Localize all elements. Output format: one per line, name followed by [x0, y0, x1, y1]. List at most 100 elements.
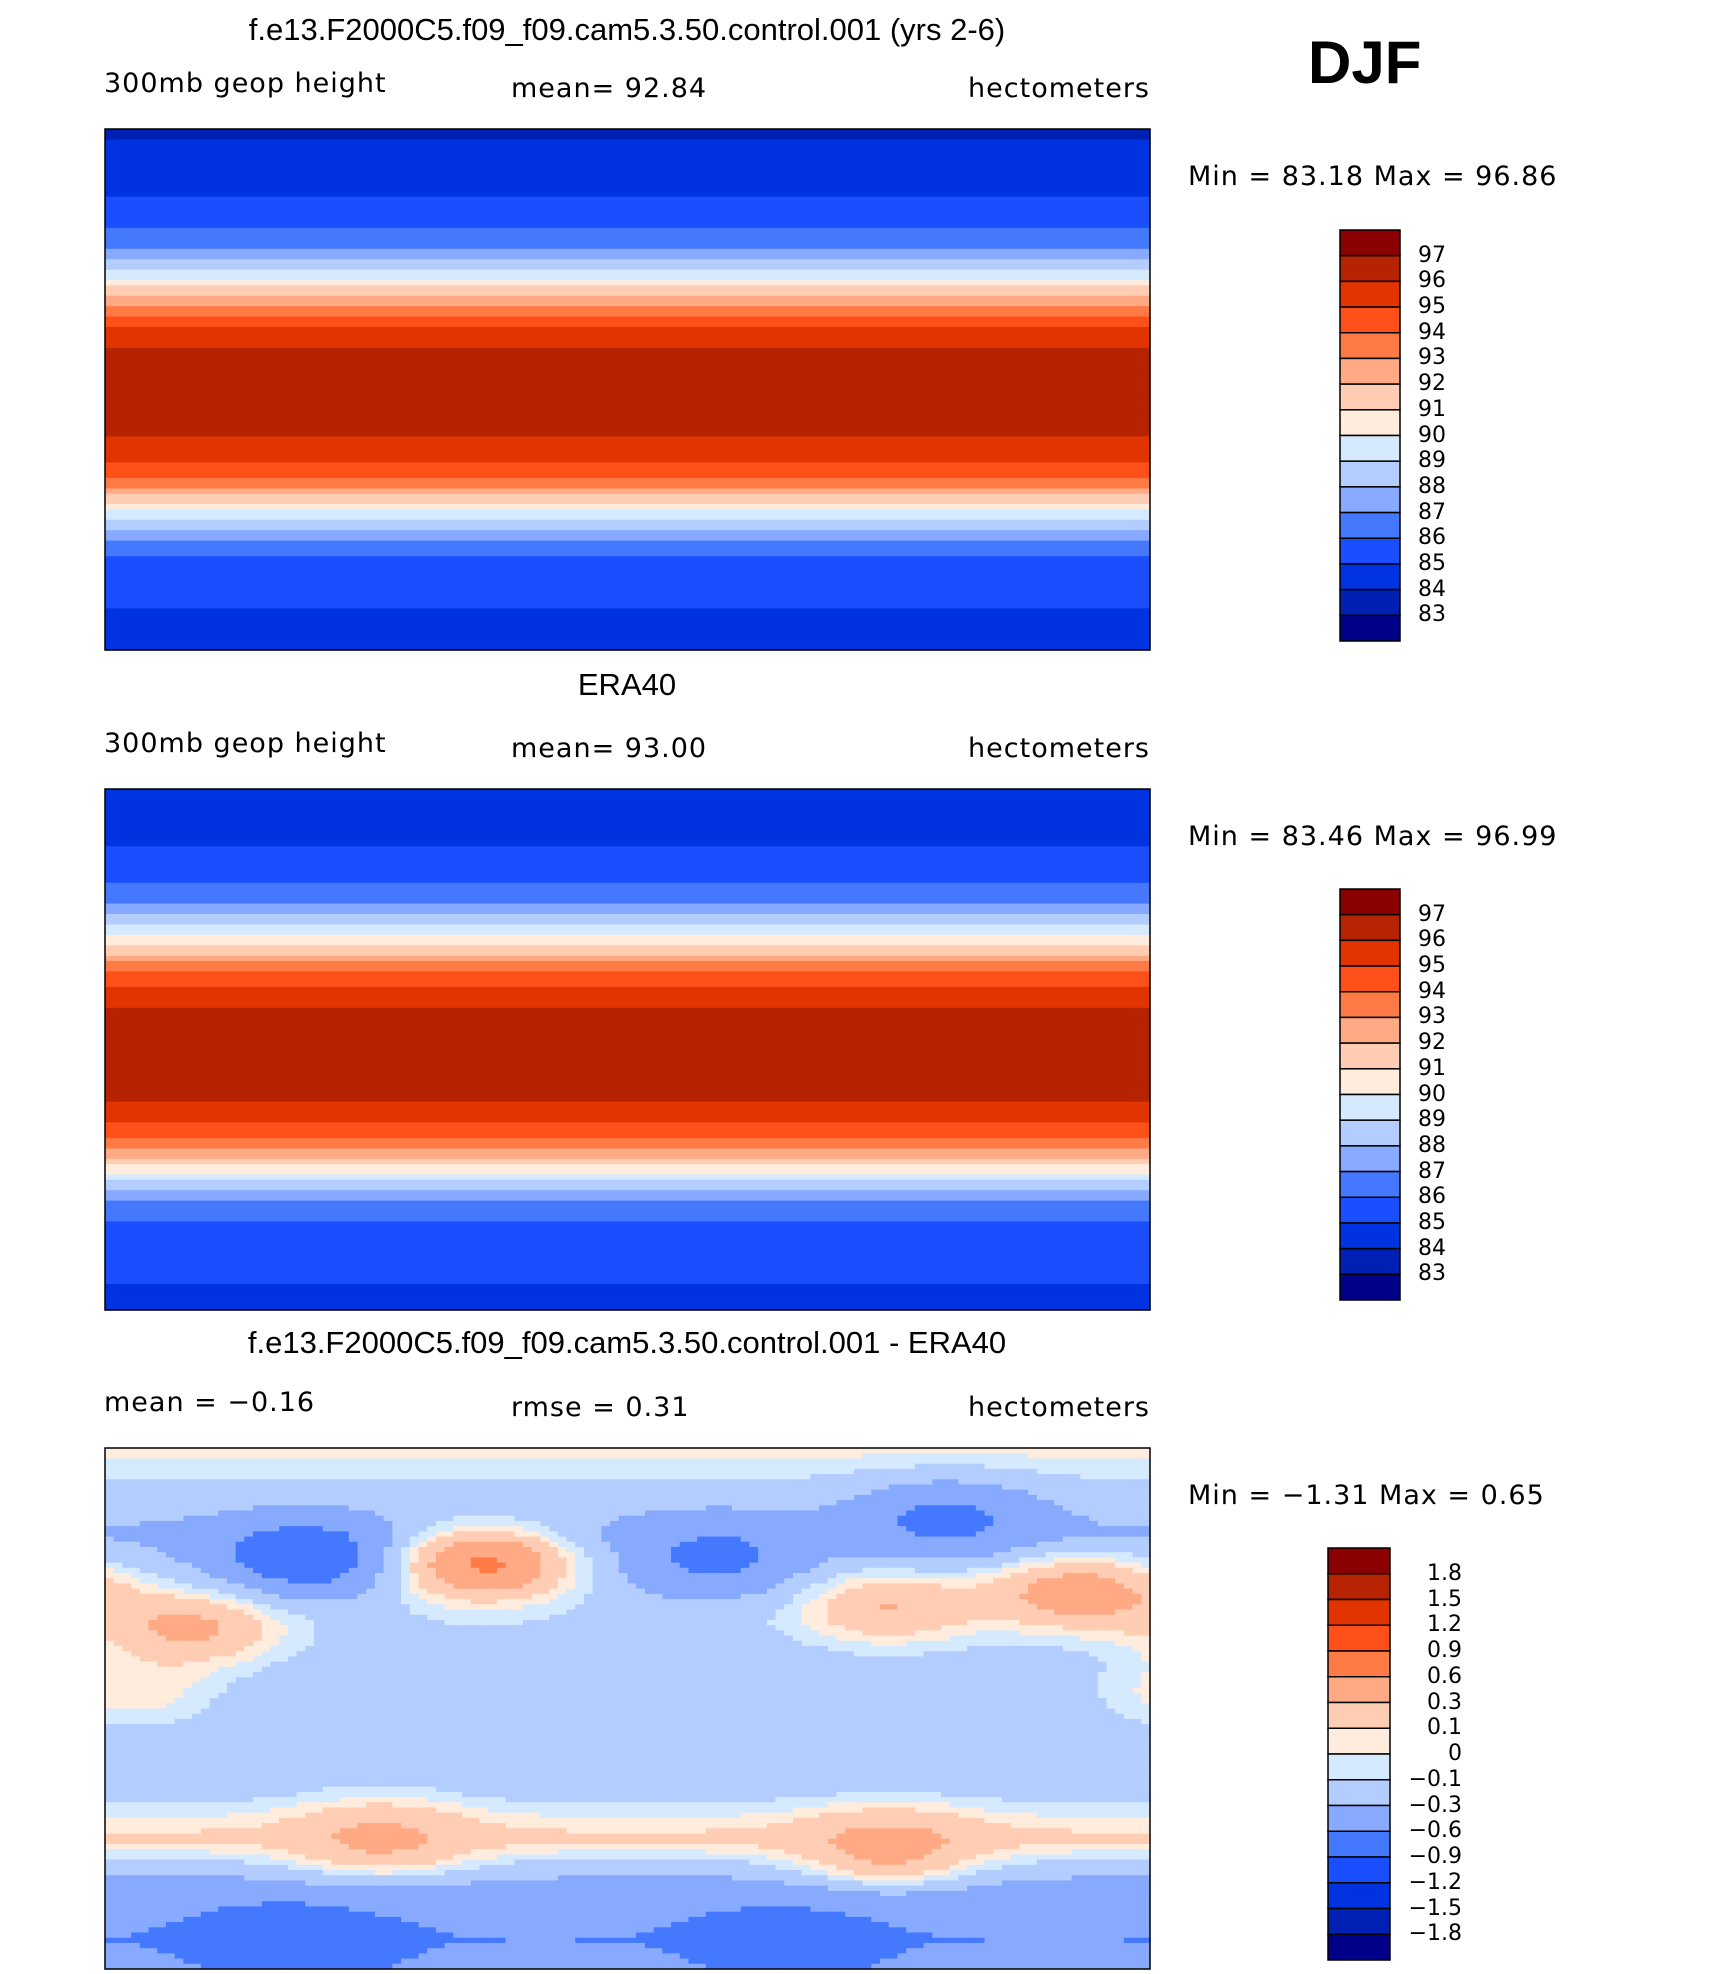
- contour-cell: [819, 1468, 829, 1475]
- contour-cell: [653, 1552, 663, 1559]
- contour-cell: [470, 1588, 481, 1595]
- contour-cell: [662, 1546, 672, 1553]
- contour-cell: [575, 1630, 585, 1637]
- contour-cell: [766, 1625, 777, 1631]
- contour-cell: [479, 1573, 489, 1579]
- contour-cell: [1080, 1520, 1090, 1527]
- contour-cell: [906, 1463, 916, 1470]
- contour-cell: [1097, 1593, 1108, 1600]
- contour-cell: [540, 1557, 550, 1564]
- contour-cell: [636, 1489, 646, 1496]
- contour-cell: [270, 1531, 280, 1538]
- contour-cell: [732, 1526, 742, 1532]
- contour-cell: [139, 1567, 150, 1574]
- contour-cell: [105, 524, 1151, 531]
- contour-cell: [862, 1448, 872, 1454]
- contour-cell: [827, 1526, 838, 1532]
- contour-cell: [618, 1588, 629, 1595]
- contour-cell: [1010, 1557, 1020, 1564]
- contour-cell: [1071, 1515, 1081, 1522]
- contour-cell: [105, 1231, 1151, 1238]
- contour-cell: [819, 1500, 829, 1506]
- contour-cell: [810, 1453, 820, 1460]
- contour-cell: [322, 1489, 333, 1496]
- contour-cell: [549, 1562, 559, 1569]
- contour-cell: [714, 1515, 724, 1522]
- contour-cell: [383, 1619, 393, 1626]
- contour-cell: [340, 1489, 350, 1496]
- contour-cell: [740, 1536, 751, 1543]
- contour-cell: [1001, 1468, 1012, 1475]
- contour-cell: [209, 1609, 219, 1616]
- contour-cell: [610, 1573, 620, 1579]
- contour-cell: [958, 1604, 968, 1611]
- contour-cell: [862, 1494, 872, 1501]
- contour-cell: [418, 1453, 428, 1460]
- contour-cell: [209, 1484, 219, 1491]
- contour-cell: [827, 1536, 838, 1543]
- contour-cell: [766, 1541, 777, 1548]
- contour-cell: [226, 1614, 237, 1621]
- contour-cell: [993, 1468, 1003, 1475]
- contour-cell: [836, 1505, 846, 1512]
- contour-cell: [853, 1489, 864, 1496]
- colorbar-label: 97: [1418, 242, 1446, 268]
- contour-cell: [314, 1635, 324, 1642]
- contour-cell: [941, 1505, 951, 1512]
- contour-cell: [392, 1614, 402, 1621]
- contour-cell: [148, 1448, 158, 1454]
- contour-cell: [583, 1515, 594, 1522]
- contour-cell: [105, 587, 1151, 594]
- contour-cell: [853, 1625, 864, 1631]
- contour-cell: [1010, 1463, 1020, 1470]
- contour-cell: [383, 1567, 393, 1574]
- contour-cell: [697, 1645, 707, 1652]
- contour-cell: [792, 1484, 803, 1491]
- contour-cell: [1080, 1536, 1090, 1543]
- contour-cell: [862, 1573, 872, 1579]
- contour-cell: [296, 1630, 306, 1637]
- contour-cell: [105, 227, 1151, 234]
- contour-cell: [1089, 1448, 1099, 1454]
- contour-cell: [305, 1489, 315, 1496]
- contour-cell: [958, 1541, 968, 1548]
- contour-cell: [540, 1635, 550, 1642]
- contour-cell: [897, 1484, 907, 1491]
- contour-cell: [862, 1567, 872, 1574]
- colorbar-label: 86: [1418, 1184, 1446, 1210]
- colorbar-label: 92: [1418, 371, 1446, 397]
- contour-cell: [331, 1562, 341, 1569]
- contour-cell: [949, 1640, 960, 1647]
- contour-cell: [131, 1557, 141, 1564]
- contour-cell: [1089, 1463, 1099, 1470]
- contour-cell: [105, 1536, 115, 1543]
- contour-cell: [801, 1484, 811, 1491]
- contour-cell: [105, 1070, 1151, 1077]
- contour-cell: [871, 1573, 881, 1579]
- contour-cell: [610, 1474, 620, 1480]
- contour-cell: [853, 1588, 864, 1595]
- contour-cell: [906, 1630, 916, 1637]
- contour-cell: [880, 1468, 890, 1475]
- contour-cell: [105, 431, 1151, 437]
- contour-cell: [314, 1463, 324, 1470]
- contour-cell: [627, 1531, 637, 1538]
- contour-cell: [139, 1494, 150, 1501]
- contour-cell: [801, 1453, 811, 1460]
- contour-cell: [810, 1505, 820, 1512]
- contour-cell: [1062, 1552, 1073, 1559]
- contour-cell: [488, 1526, 498, 1532]
- contour-cell: [540, 1625, 550, 1631]
- contour-cell: [505, 1484, 515, 1491]
- contour-cell: [435, 1453, 446, 1460]
- contour-cell: [374, 1468, 385, 1475]
- contour-cell: [1071, 1573, 1081, 1579]
- contour-cell: [383, 1500, 393, 1506]
- contour-cell: [383, 1494, 393, 1501]
- contour-cell: [427, 1609, 437, 1616]
- contour-cell: [932, 1614, 942, 1621]
- contour-cell: [200, 1515, 211, 1522]
- contour-cell: [1097, 1448, 1108, 1454]
- contour-cell: [1141, 1526, 1151, 1532]
- contour-cell: [105, 498, 1151, 505]
